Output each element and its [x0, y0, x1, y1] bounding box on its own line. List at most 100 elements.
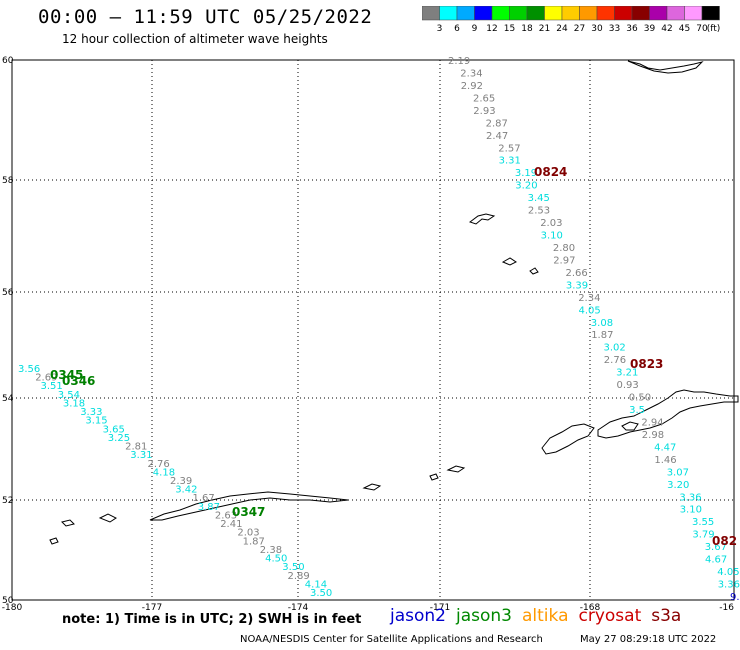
near-island-3	[49, 537, 59, 545]
wave-height-value: 3.51	[41, 381, 63, 392]
wave-height-value: 3.33	[80, 407, 102, 418]
wave-height-value: 3.79	[692, 530, 714, 541]
pass-time-label: 0347	[232, 505, 265, 519]
wave-height-value: 3.67	[705, 542, 727, 553]
andreanof-1	[429, 473, 439, 481]
rat-islands-chain	[149, 491, 349, 521]
legend-unit: (ft)	[707, 24, 721, 34]
legend-tick-label: 36	[626, 24, 638, 34]
legend-swatch	[631, 6, 650, 21]
map-frame	[11, 59, 735, 601]
wave-height-value: 2.39	[170, 476, 192, 487]
wave-height-value: 2.38	[260, 545, 282, 556]
satellite-cryosat: cryosat	[578, 606, 642, 626]
wave-height-value: 3.87	[198, 502, 220, 513]
legend-tick-label: 30	[591, 24, 603, 34]
legend-tick-label: 42	[661, 24, 672, 34]
wave-height-value: 3.36	[679, 492, 701, 503]
wave-height-value: 3.10	[541, 231, 563, 242]
wave-height-value: 2.80	[553, 243, 575, 254]
legend-swatch	[491, 6, 510, 21]
wave-height-value: 2.34	[578, 293, 600, 304]
wave-height-value: 2.03	[237, 528, 259, 539]
wave-height-value: 4.14	[305, 579, 327, 590]
wave-height-value: 2.53	[528, 206, 550, 217]
color-legend: 3 6 9 12 15 18 21 24 27 30 33 36 39 42 45 70(ft)	[422, 6, 721, 34]
satellite-legend: jason2 jason3 altika cryosat s3a	[390, 606, 691, 626]
lon-label: -174	[288, 603, 309, 613]
legend-tick-label: 15	[504, 24, 515, 34]
wave-height-value: 3.31	[499, 156, 521, 167]
wave-height-value: 4.67	[705, 555, 727, 566]
wave-height-value: 2.97	[553, 255, 575, 266]
lon-label: -168	[580, 603, 601, 613]
wave-height-value: 0.50	[629, 393, 651, 404]
satellite-s3a: s3a	[651, 606, 682, 626]
wave-height-value: 2.19	[448, 56, 470, 67]
wave-height-value: 2.03	[540, 218, 562, 229]
wave-height-value: 4.47	[654, 442, 676, 453]
wave-height-value: 2.34	[460, 69, 482, 80]
wave-height-value: 3.45	[528, 193, 550, 204]
legend-tick-label: 70	[696, 24, 708, 34]
wave-height-value: 1.46	[654, 455, 676, 466]
wave-height-value: 3.20	[667, 480, 689, 491]
axis-labels: 60 58 56 54 52 50-180 -177 -174 -171 -168 -16	[2, 56, 734, 613]
wave-height-value: 2.41	[220, 519, 242, 530]
wave-height-value: 4.05	[579, 305, 601, 316]
wave-height-value: 2.76	[148, 459, 170, 470]
wave-height-value: 2.93	[473, 106, 495, 117]
satellite-jason2: jason2	[390, 606, 446, 626]
lat-label: 52	[2, 496, 13, 506]
wave-height-value: 3.36	[718, 580, 740, 591]
satellite-jason3: jason3	[456, 606, 512, 626]
wave-height-value: 4.50	[265, 554, 287, 565]
wave-height-value: 3.65	[103, 424, 125, 435]
legend-tick-label: 33	[609, 24, 620, 34]
wave-height-value: 3.56	[18, 364, 40, 375]
wave-height-value: 2.57	[498, 143, 520, 154]
wave-height-value: 2.92	[461, 81, 483, 92]
legend-swatch	[596, 6, 615, 21]
legend-swatch	[456, 6, 475, 21]
pribilof-2	[529, 267, 539, 275]
wave-height-value: 1.67	[193, 493, 215, 504]
lat-lon-grid	[11, 59, 735, 601]
legend-swatch	[439, 6, 458, 21]
lat-label: 60	[2, 56, 14, 66]
wave-height-value: 1.87	[591, 330, 613, 341]
wave-height-value: 3.39	[566, 280, 588, 291]
lat-label: 58	[2, 176, 14, 186]
wave-height-value: 2.98	[642, 430, 664, 441]
legend-swatch	[544, 6, 563, 21]
wave-height-value: 3.08	[591, 318, 613, 329]
pass-time-label: 0824	[534, 165, 567, 179]
legend-tick-label: 6	[454, 24, 460, 34]
lat-label: 54	[2, 394, 14, 404]
wave-height-value: 3.5	[629, 405, 645, 416]
wave-height-value: 2.63	[215, 511, 237, 522]
page-subtitle: 12 hour collection of altimeter wave hei…	[62, 32, 328, 46]
near-island-1	[98, 513, 117, 523]
legend-swatch	[474, 6, 493, 21]
wave-height-value: 3.10	[680, 505, 702, 516]
st-matthew-island	[468, 213, 496, 225]
wave-height-value: 3.55	[692, 517, 714, 528]
wave-height-value: 2.89	[288, 571, 310, 582]
pass-time-label: 082	[712, 534, 737, 548]
wave-height-value: 3.42	[175, 485, 197, 496]
legend-tick-label: 21	[539, 24, 550, 34]
legend-swatch	[526, 6, 545, 21]
lon-label: -177	[142, 603, 162, 613]
wave-height-value: 1.87	[243, 536, 265, 547]
andreanof-3	[362, 483, 382, 491]
legend-swatch	[614, 6, 633, 21]
alaska-mainland-north	[627, 60, 704, 74]
wave-height-value: 2.65	[473, 93, 495, 104]
wave-height-value: 3.07	[667, 467, 689, 478]
legend-tick-label: 39	[644, 24, 656, 34]
wave-height-value: 2.66	[566, 268, 588, 279]
legend-swatch	[701, 6, 720, 21]
